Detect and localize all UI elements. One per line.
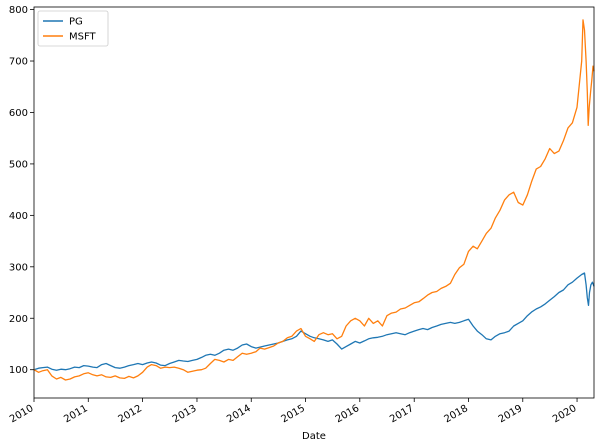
y-tick-label: 400 [9,211,28,222]
y-tick-label: 600 [9,108,28,119]
legend-label: PG [69,17,83,28]
y-tick-label: 800 [9,5,28,16]
x-tick-label: 2014 [225,403,253,425]
y-tick-label: 200 [9,314,28,325]
x-axis-label: Date [302,431,326,442]
x-tick-label: 2015 [279,403,307,425]
y-tick-label: 300 [9,262,28,273]
x-tick-label: 2012 [117,403,145,425]
series-line-pg [33,272,595,371]
x-tick-label: 2010 [8,403,36,425]
y-tick-label: 700 [9,57,28,68]
plot-area [34,7,594,398]
x-tick-label: 2018 [442,403,470,425]
x-tick-label: 2013 [171,403,199,425]
series-line-msft [33,19,595,381]
y-tick-label: 500 [9,159,28,170]
legend: PG MSFT [37,10,109,47]
x-tick-label: 2020 [551,403,579,425]
x-tick-label: 2019 [497,403,525,425]
x-tick-label: 2011 [62,403,90,425]
plot-frame [33,6,595,399]
y-tick-label: 100 [9,365,28,376]
legend-box [37,10,109,47]
x-tick-label: 2017 [388,403,416,425]
x-tick-label: 2016 [334,403,362,425]
legend-label: MSFT [69,32,97,43]
